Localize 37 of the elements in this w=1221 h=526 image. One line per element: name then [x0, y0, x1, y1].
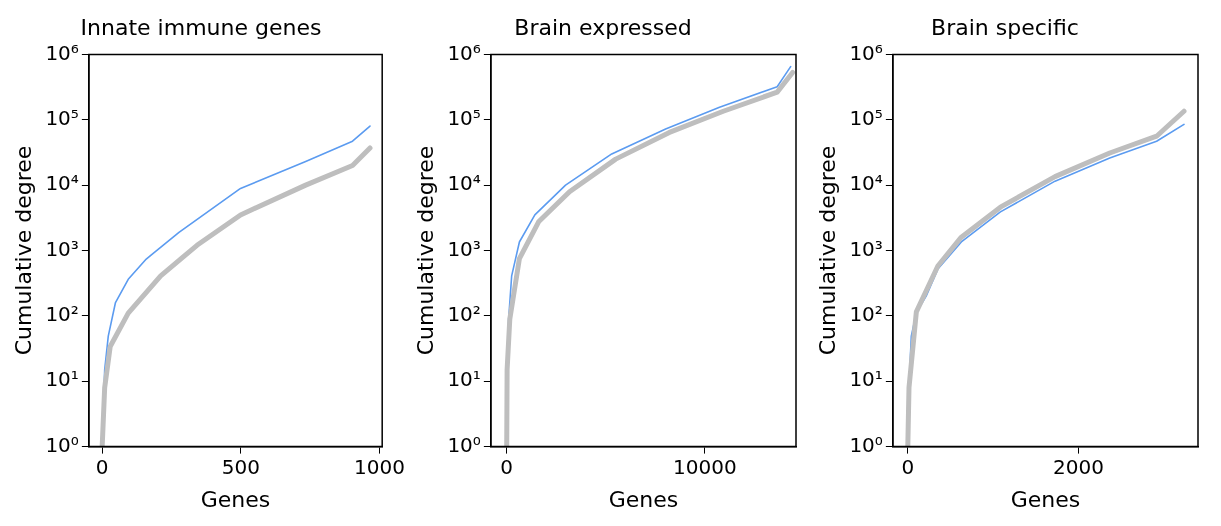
y-tick-label: 10⁴: [45, 171, 79, 196]
y-axis-title: Cumulative degree: [814, 145, 840, 356]
y-tick-label: 10⁵: [447, 105, 481, 130]
y-axis-title: Cumulative degree: [10, 145, 36, 356]
x-tick-label: 500: [221, 454, 260, 479]
y-tick-label: 10⁶: [849, 40, 883, 65]
x-tick-label: 0: [95, 454, 109, 479]
y-tick-label: 10⁴: [849, 171, 883, 196]
x-tick-label: 0: [500, 454, 514, 479]
y-tick-label: 10³: [45, 236, 79, 261]
y-tick-label: 10⁰: [849, 432, 883, 457]
chart-title: Brain specific: [931, 14, 1079, 40]
x-tick-label: 0: [901, 454, 915, 479]
y-tick-label: 10⁶: [447, 40, 481, 65]
y-tick-label: 10¹: [447, 367, 481, 392]
x-axis-title: Genes: [200, 486, 271, 512]
y-tick-label: 10⁰: [447, 432, 481, 457]
y-tick-label: 10¹: [45, 367, 79, 392]
y-tick-label: 10⁴: [447, 171, 481, 196]
y-tick-label: 10³: [849, 236, 883, 261]
y-tick-label: 10⁵: [849, 105, 883, 130]
x-tick-label: 2000: [1053, 454, 1104, 479]
y-tick-label: 10⁵: [45, 105, 79, 130]
chart-title: Innate immune genes: [80, 14, 322, 40]
x-tick-label: 10000: [673, 454, 737, 479]
y-tick-label: 10²: [849, 302, 883, 327]
x-axis-title: Genes: [608, 486, 679, 512]
x-tick-label: 1000: [353, 454, 405, 479]
y-tick-label: 10²: [447, 302, 481, 327]
y-tick-label: 10¹: [849, 367, 883, 392]
y-tick-label: 10⁶: [45, 40, 79, 65]
y-axis-title: Cumulative degree: [412, 145, 438, 356]
y-tick-label: 10²: [45, 302, 79, 327]
y-tick-label: 10⁰: [45, 432, 79, 457]
chart-title: Brain expressed: [514, 14, 692, 40]
x-axis-title: Genes: [1010, 486, 1081, 512]
y-tick-label: 10³: [447, 236, 481, 261]
